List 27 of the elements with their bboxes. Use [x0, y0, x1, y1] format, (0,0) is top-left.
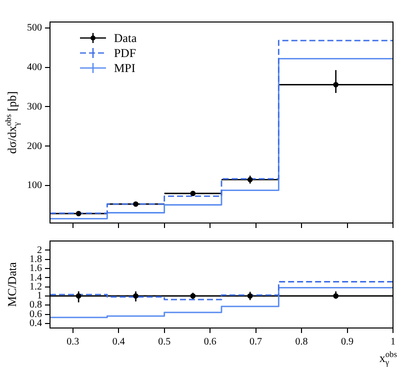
x-tick-label: 0.6: [204, 336, 216, 348]
y-tick-label: 0.4: [30, 318, 42, 330]
y-tick-label: 500: [27, 22, 42, 34]
y-tick-label: 300: [27, 101, 42, 112]
y-axis-title: dσ/dxγobs [pb]: [4, 91, 21, 154]
y-tick-label: 1.2: [30, 281, 42, 292]
y-tick-label: 0.8: [30, 300, 42, 311]
y-tick-label: 400: [27, 62, 42, 73]
y-tick-label: 200: [27, 140, 42, 152]
x-tick-label: 0.7: [250, 336, 262, 348]
x-tick-label: 0.9: [341, 336, 354, 348]
legend-label: Data: [114, 31, 138, 46]
x-tick-label: 0.8: [295, 336, 308, 348]
y-tick-label: 1.4: [30, 272, 42, 284]
legend-label: PDF: [114, 46, 136, 60]
y-axis-title: MC/Data: [5, 261, 19, 307]
y-tick-label: 100: [27, 180, 42, 192]
y-tick-label: 1.8: [30, 254, 42, 265]
x-tick-label: 0.5: [158, 336, 171, 348]
x-tick-label: 1: [390, 336, 396, 348]
y-tick-label: 0.6: [30, 308, 42, 320]
y-tick-label: 2: [37, 244, 42, 256]
x-tick-label: 0.4: [112, 336, 125, 348]
x-tick-label: 0.3: [66, 336, 80, 348]
legend-label: MPI: [114, 61, 136, 76]
y-tick-label: 1: [37, 290, 42, 302]
y-tick-label: 1.6: [30, 263, 42, 274]
